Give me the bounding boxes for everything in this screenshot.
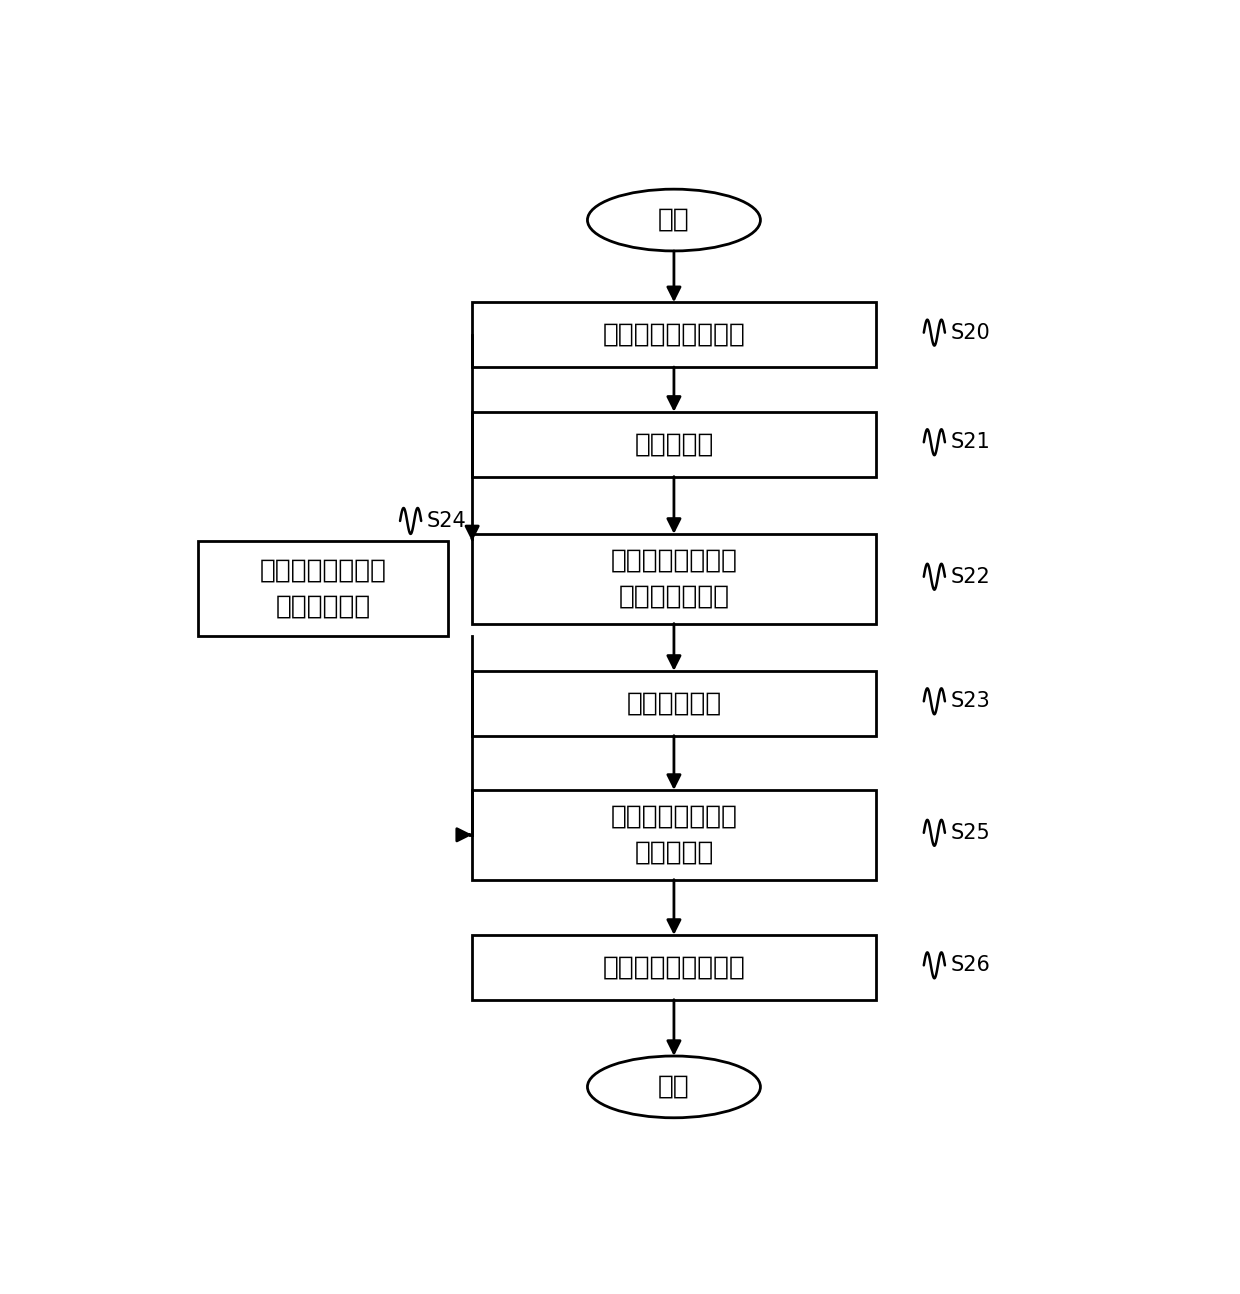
Text: 获取色差信息点，
获的初始视杯线: 获取色差信息点， 获的初始视杯线 bbox=[610, 547, 738, 609]
FancyBboxPatch shape bbox=[472, 534, 875, 624]
Text: 抄除眼底照中的血管: 抄除眼底照中的血管 bbox=[603, 322, 745, 348]
FancyBboxPatch shape bbox=[472, 303, 875, 367]
Text: 开始: 开始 bbox=[658, 207, 689, 233]
Text: S22: S22 bbox=[951, 567, 991, 586]
Ellipse shape bbox=[588, 189, 760, 251]
Ellipse shape bbox=[588, 1056, 760, 1118]
FancyBboxPatch shape bbox=[472, 670, 875, 736]
FancyBboxPatch shape bbox=[472, 789, 875, 880]
FancyBboxPatch shape bbox=[198, 541, 448, 637]
Text: 结束: 结束 bbox=[658, 1074, 689, 1100]
Text: S20: S20 bbox=[951, 322, 991, 343]
Text: 提取视盘线: 提取视盘线 bbox=[634, 431, 714, 457]
Text: S25: S25 bbox=[951, 823, 991, 842]
Text: S21: S21 bbox=[951, 432, 991, 452]
Text: S23: S23 bbox=[951, 691, 991, 712]
FancyBboxPatch shape bbox=[472, 411, 875, 476]
Text: 确定搜索区域: 确定搜索区域 bbox=[626, 690, 722, 717]
Text: 提取搜索区域内的
血管弯曲点: 提取搜索区域内的 血管弯曲点 bbox=[610, 804, 738, 866]
Text: 曲线拟合获得视杯线: 曲线拟合获得视杯线 bbox=[603, 955, 745, 981]
Text: S24: S24 bbox=[427, 511, 466, 531]
Text: 提取眼底照中的所
有血管弯曲点: 提取眼底照中的所 有血管弯曲点 bbox=[259, 558, 387, 620]
FancyBboxPatch shape bbox=[472, 936, 875, 1000]
Text: S26: S26 bbox=[951, 955, 991, 976]
